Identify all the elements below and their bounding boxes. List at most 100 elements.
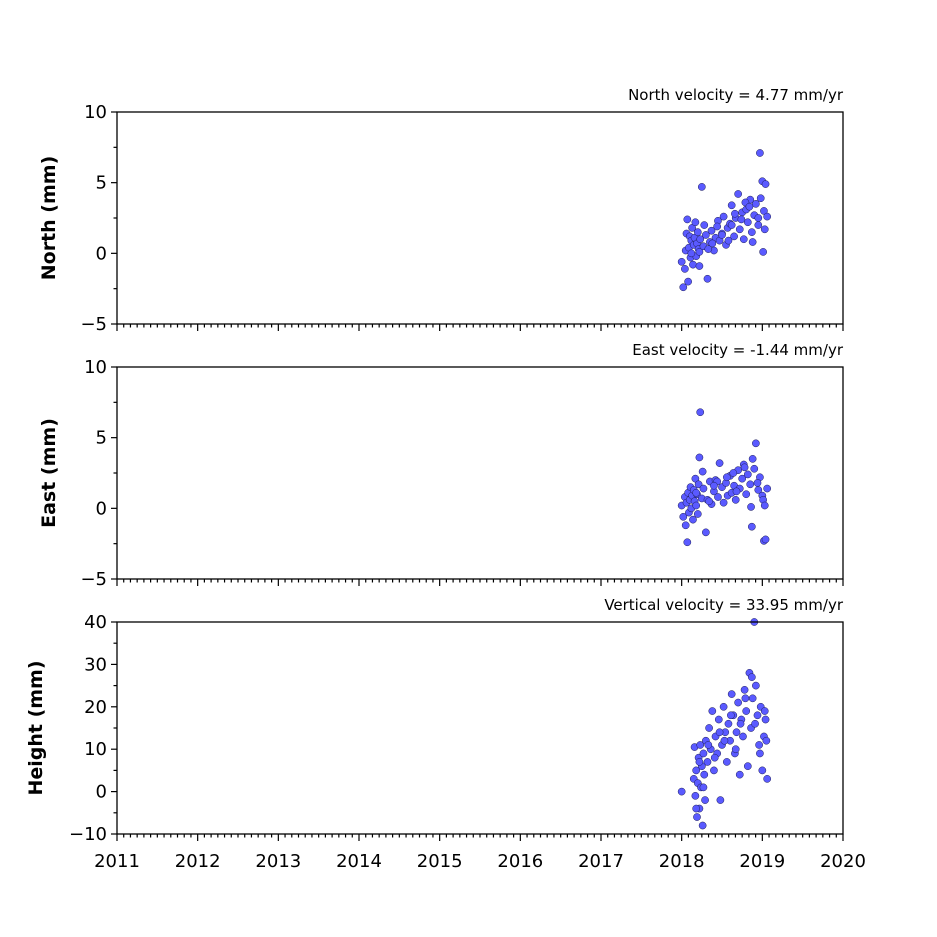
east-y-tick-label: 0: [96, 498, 107, 519]
east-data-point: [746, 480, 755, 489]
north-y-tick-label: 5: [96, 173, 107, 194]
north-data-point: [687, 249, 696, 258]
east-y-axis-label: East (mm): [38, 418, 60, 528]
north-data-point: [756, 149, 764, 157]
height-data-point: [758, 766, 767, 775]
height-data-point: [716, 796, 725, 804]
height-y-tick-label: 20: [84, 697, 107, 718]
north-data-point: [737, 215, 746, 224]
east-data-point: [715, 459, 724, 467]
height-data-point: [753, 711, 762, 720]
height-data-point: [720, 736, 729, 745]
north-y-tick-label: −5: [80, 314, 107, 335]
height-data-point: [710, 753, 719, 762]
height-data-point: [705, 724, 713, 732]
height-data-point: [761, 715, 770, 724]
east-y-tick-label: 5: [96, 428, 107, 449]
east-data-point: [699, 484, 708, 493]
height-data-point: [724, 719, 733, 728]
x-tick-label: 2013: [255, 851, 301, 872]
height-data-point: [693, 813, 701, 821]
east-data-point: [692, 501, 701, 510]
x-tick-label: 2016: [497, 851, 543, 872]
north-data-point: [719, 212, 728, 221]
height-data-point: [763, 775, 772, 783]
height-y-tick-label: −10: [69, 824, 107, 845]
east-data-point: [692, 488, 701, 497]
east-data-point: [698, 467, 707, 476]
north-data-point: [703, 274, 712, 283]
north-data-point: [727, 221, 736, 229]
height-data-point: [732, 728, 741, 737]
east-axes-frame: [116, 366, 844, 580]
north-data-point: [708, 239, 717, 248]
height-data-point: [743, 762, 752, 771]
height-data-point: [727, 690, 736, 698]
north-data-points: [677, 149, 772, 292]
height-data-point: [714, 715, 723, 724]
east-data-point: [681, 521, 690, 530]
x-tick-label: 2012: [175, 851, 221, 872]
height-data-point: [698, 821, 707, 830]
north-data-point: [748, 238, 757, 246]
north-data-point: [727, 201, 736, 210]
north-data-point: [684, 277, 692, 286]
east-data-point: [747, 522, 756, 531]
east-data-point: [710, 481, 718, 490]
north-data-point: [747, 228, 756, 236]
height-data-point: [748, 694, 757, 703]
height-data-point: [755, 741, 763, 749]
north-data-point: [754, 221, 763, 229]
height-data-point: [703, 758, 712, 766]
height-data-point: [691, 791, 700, 800]
east-data-point: [696, 408, 705, 417]
east-data-point: [714, 493, 722, 501]
north-data-point: [739, 235, 748, 244]
east-data-point: [705, 497, 713, 506]
north-data-point: [677, 257, 686, 266]
height-data-point: [735, 770, 744, 779]
height-y-tick-label: 10: [84, 739, 107, 760]
north-panel: North velocity = 4.77 mm/yr North (mm) −…: [38, 86, 844, 335]
north-data-point: [695, 248, 704, 256]
north-data-point: [752, 200, 760, 208]
north-axes-frame: [116, 111, 844, 325]
east-data-point: [693, 510, 702, 518]
east-data-point: [740, 463, 749, 472]
north-data-point: [730, 232, 738, 241]
x-tick-label: 2015: [417, 851, 463, 872]
height-axes-frame: [116, 621, 844, 835]
height-axis-ticks: −10 0 10 20 30 40 2011 2012 2013 2014 2015 2016 2017…: [69, 612, 866, 872]
x-tick-label: 2011: [94, 851, 140, 872]
height-data-point: [731, 745, 740, 754]
north-data-point: [695, 262, 704, 270]
height-panel: Vertical velocity = 33.95 mm/yr Height (…: [25, 596, 866, 872]
north-data-point: [707, 226, 716, 235]
north-data-point: [704, 245, 713, 253]
height-data-point: [701, 796, 709, 804]
vertical-velocity-annotation: Vertical velocity = 33.95 mm/yr: [604, 596, 844, 614]
north-axis-ticks: −5 0 5 10: [80, 102, 844, 335]
north-data-point: [735, 225, 744, 234]
east-data-point: [689, 515, 697, 524]
height-data-point: [756, 749, 764, 758]
height-data-point: [677, 787, 686, 796]
north-velocity-annotation: North velocity = 4.77 mm/yr: [628, 86, 844, 104]
north-data-point: [759, 248, 767, 256]
north-data-point: [713, 222, 722, 231]
east-data-point: [752, 439, 760, 448]
height-data-point: [736, 719, 745, 728]
north-data-point: [763, 212, 772, 221]
height-y-tick-label: 30: [84, 654, 107, 675]
east-data-point: [753, 479, 762, 487]
east-data-point: [761, 535, 770, 544]
east-data-point: [731, 496, 740, 504]
height-data-point: [700, 770, 709, 779]
east-velocity-annotation: East velocity = -1.44 mm/yr: [632, 341, 844, 359]
height-data-point: [740, 685, 749, 694]
height-y-axis-label: Height (mm): [25, 660, 47, 795]
height-y-tick-label: 0: [96, 782, 107, 803]
east-data-points: [677, 408, 772, 547]
height-data-point: [727, 711, 735, 720]
